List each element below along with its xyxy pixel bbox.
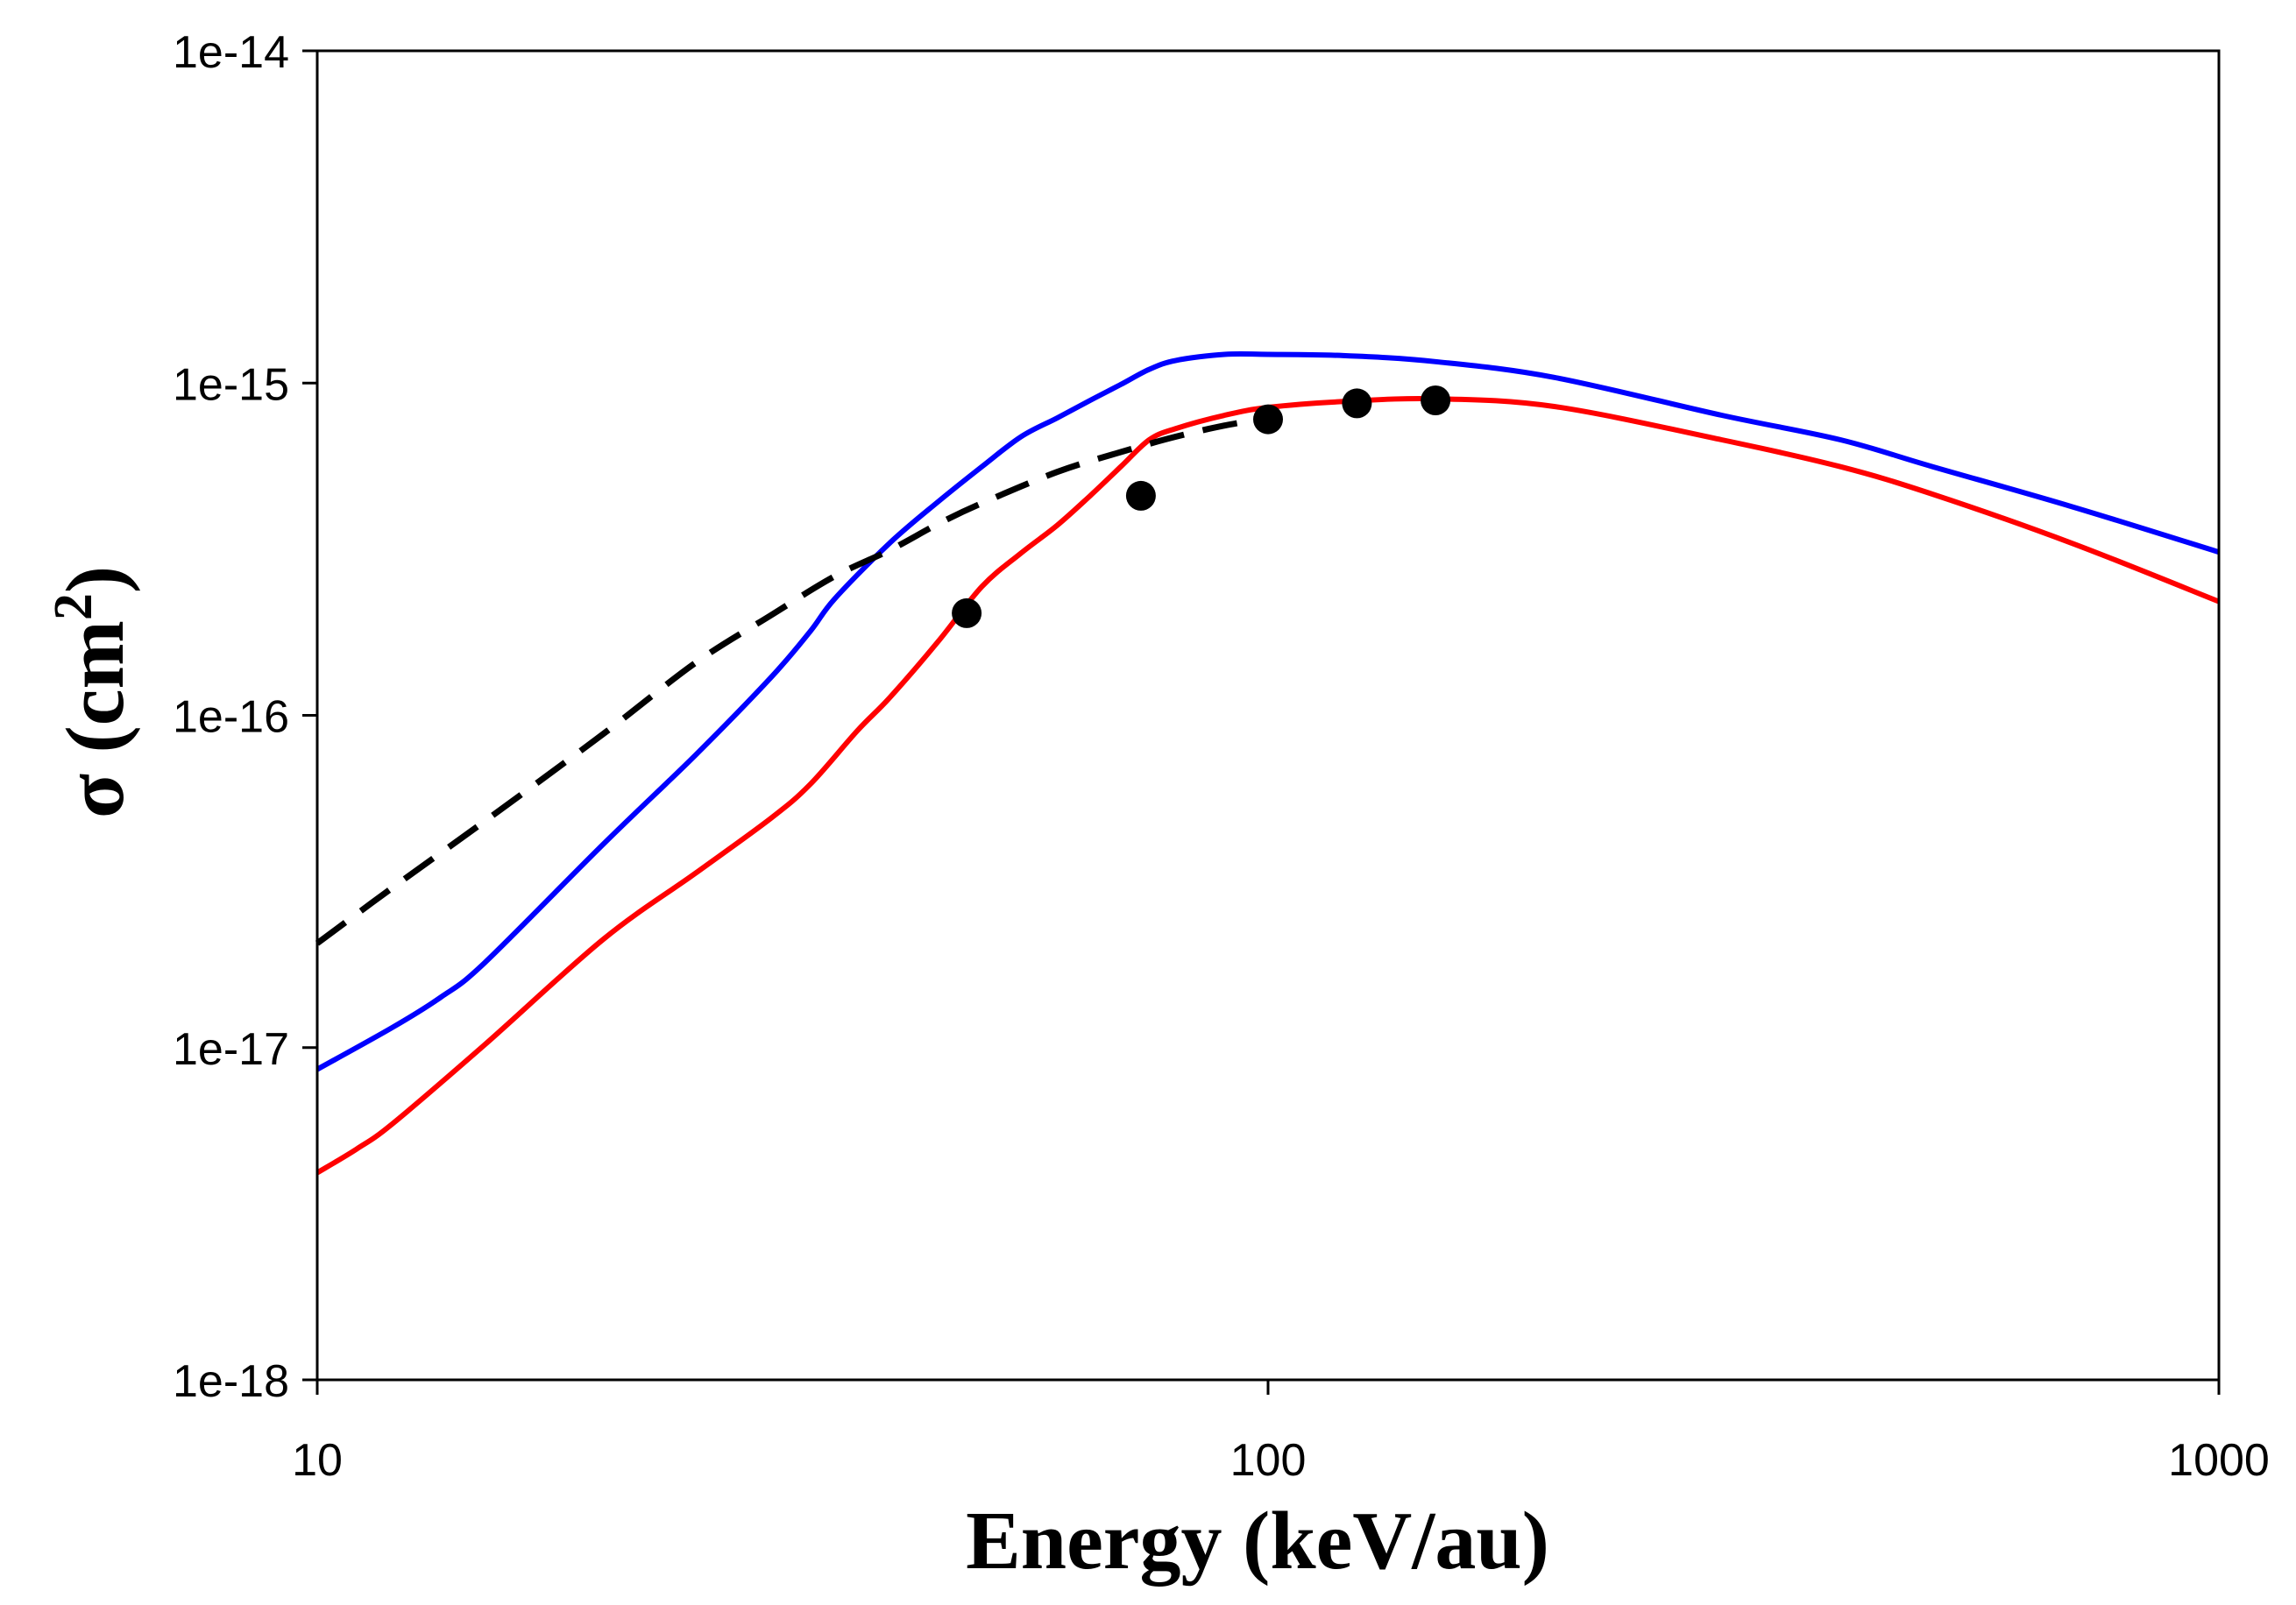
data-point-3 [1253, 404, 1283, 435]
axis-ticks: 1e-18 1e-17 1e-16 1e-15 1e-14 10 100 1000 [173, 27, 2270, 1486]
y-tick-label: 1e-15 [173, 359, 289, 410]
y-axis-title-superscript: 2 [44, 593, 103, 620]
data-point-5 [1421, 385, 1451, 415]
y-axis-title: σ (cm2) [44, 566, 141, 818]
y-tick-label: 1e-17 [173, 1024, 289, 1075]
y-tick-label: 1e-18 [173, 1356, 289, 1407]
series-layer [315, 350, 2221, 1176]
y-tick-label: 1e-14 [173, 27, 289, 78]
x-tick-label: 1000 [2168, 1435, 2270, 1486]
data-point-1 [952, 597, 982, 628]
x-axis-title: Energy (keV/au) [966, 1495, 1549, 1587]
curve-1 [315, 350, 2220, 1072]
x-tick-label: 100 [1230, 1435, 1307, 1486]
y-axis-title-close: ) [50, 566, 141, 593]
x-tick-label: 10 [292, 1435, 343, 1486]
data-point-2 [1125, 480, 1156, 511]
y-axis-title-main: σ (cm [50, 620, 141, 818]
data-point-4 [1342, 388, 1372, 419]
y-tick-label: 1e-16 [173, 692, 289, 743]
curve-2 [315, 395, 2221, 1176]
